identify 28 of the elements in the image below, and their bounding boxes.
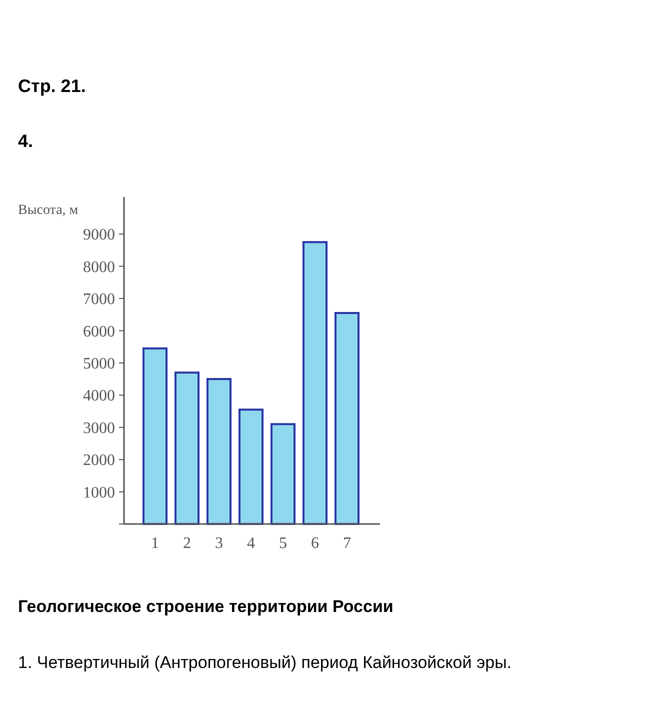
- bar: [174, 372, 200, 525]
- y-tick-label: 7000: [83, 291, 115, 308]
- y-tick-label: 3000: [83, 420, 115, 437]
- x-tick-label: 6: [311, 535, 319, 552]
- y-tick-label: 4000: [83, 388, 115, 405]
- x-tick-label: 4: [247, 535, 255, 552]
- bar: [142, 347, 168, 525]
- chart-title: Стр. 21.: [18, 76, 86, 96]
- x-tick-label: 7: [343, 535, 351, 552]
- chart-subtitle: 4.: [18, 131, 34, 151]
- y-tick-label: 6000: [83, 323, 115, 340]
- text: Геологическое строение территории России: [18, 597, 394, 616]
- y-tick-label: 8000: [83, 258, 115, 276]
- y-tick-label: 9000: [83, 226, 115, 244]
- bar: [270, 423, 296, 525]
- y-tick-label: 2000: [83, 452, 115, 470]
- y-axis-title: Высота, м: [18, 203, 78, 218]
- x-tick-label: 5: [279, 535, 287, 552]
- x-tick-label: 1: [151, 535, 159, 552]
- y-tick-label: 5000: [83, 356, 115, 373]
- bar: [302, 241, 328, 525]
- bar: [334, 312, 360, 525]
- bar: [206, 378, 232, 525]
- x-tick-label: 2: [183, 535, 191, 552]
- y-tick-label: 1000: [83, 484, 115, 502]
- bar: [238, 408, 264, 525]
- text: 1. Четвертичный (Антропогеновый) период Кайнозойской эры.: [18, 653, 512, 672]
- x-tick-label: 3: [215, 535, 223, 552]
